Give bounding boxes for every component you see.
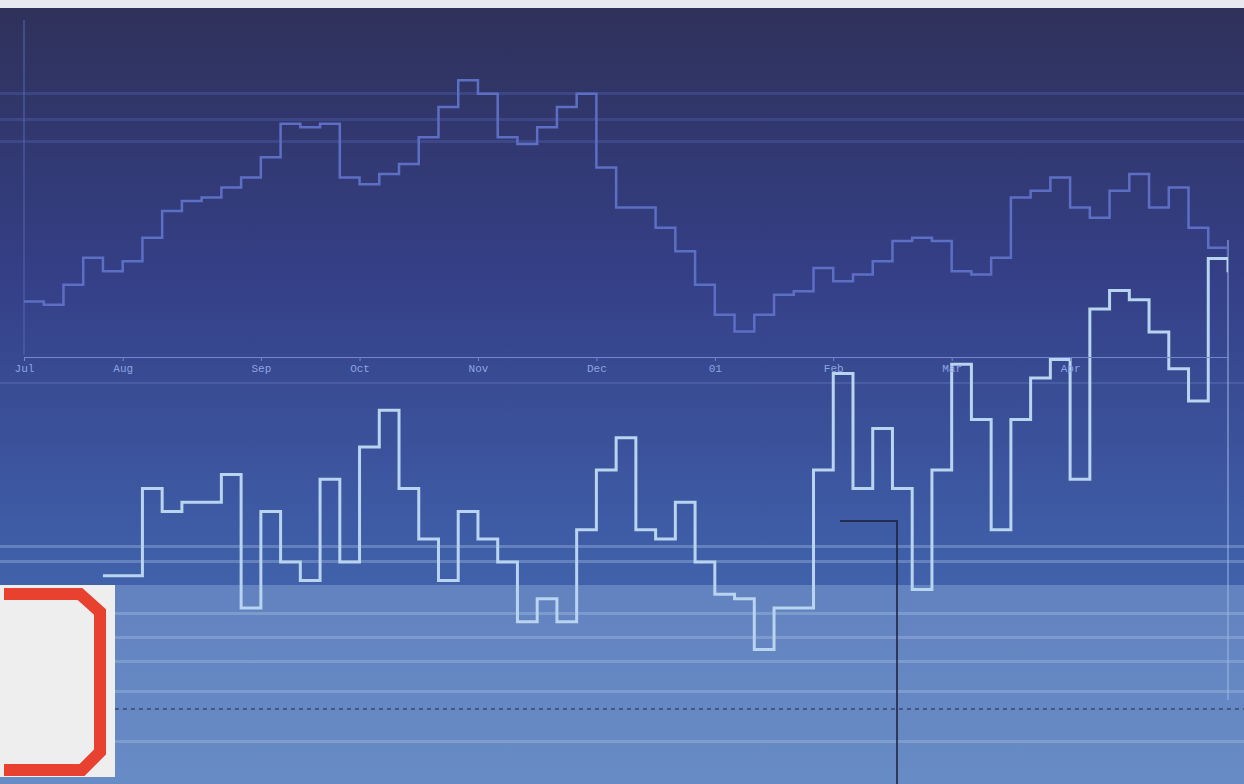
x-tick: Jul (15, 357, 35, 375)
x-tick: Aug (113, 357, 133, 375)
label-sticker (0, 585, 115, 777)
streak (0, 92, 1244, 95)
rule (0, 383, 1244, 384)
series-group (24, 80, 1228, 331)
light-band (0, 585, 1244, 784)
streak (0, 690, 1244, 693)
x-tick-mark (478, 357, 479, 361)
streak (0, 636, 1244, 639)
bracket (840, 521, 897, 784)
series-line (103, 258, 1228, 649)
x-tick: Feb (824, 357, 844, 375)
x-tick: Apr (1061, 357, 1081, 375)
x-tick-mark (261, 357, 262, 361)
x-tick-mark (24, 357, 25, 361)
series-group (103, 258, 1228, 649)
x-tick-mark (123, 357, 124, 361)
x-tick-mark (360, 357, 361, 361)
x-tick-label: Apr (1061, 363, 1081, 375)
y2-axis-line (1228, 240, 1229, 700)
x-axis: Jul Aug Sep Oct Nov Dec 01 Feb Mar Apr (15, 357, 1229, 375)
x-tick: Dec (587, 357, 607, 375)
x-tick-label: Feb (824, 363, 844, 375)
x-tick-mark (715, 357, 716, 361)
x-tick-label: Sep (251, 363, 271, 375)
x-tick-label: Aug (113, 363, 133, 375)
streak (0, 660, 1244, 663)
dashed-rule (115, 709, 1244, 710)
cover: Jul Aug Sep Oct Nov Dec 01 Feb Mar Apr (0, 0, 1244, 784)
x-tick: Oct (350, 357, 370, 375)
streak (0, 612, 1244, 615)
x-tick-label: Mar (942, 363, 962, 375)
x-tick: 01 (709, 357, 723, 375)
x-tick-label: 01 (709, 363, 723, 375)
x-tick-mark (596, 357, 597, 361)
streak (0, 545, 1244, 548)
streak (0, 560, 1244, 563)
sticker-border (4, 594, 100, 770)
x-tick: Sep (251, 357, 271, 375)
series-line (24, 80, 1228, 331)
streak (0, 740, 1244, 743)
x-tick: Mar (942, 357, 962, 375)
x-tick-label: Nov (469, 363, 489, 375)
y-axis-line (24, 20, 25, 355)
x-tick-mark (952, 357, 953, 361)
x-tick: Nov (469, 357, 489, 375)
x-axis-line (25, 358, 1229, 362)
streak (0, 140, 1244, 143)
top-edge (0, 0, 1244, 8)
x-tick-label: Oct (350, 363, 370, 375)
x-tick-mark (1070, 357, 1071, 361)
x-tick-mark (833, 357, 834, 361)
x-tick-label: Jul (15, 363, 35, 375)
background (0, 0, 1244, 784)
streak (0, 118, 1244, 121)
x-tick-label: Dec (587, 363, 607, 375)
